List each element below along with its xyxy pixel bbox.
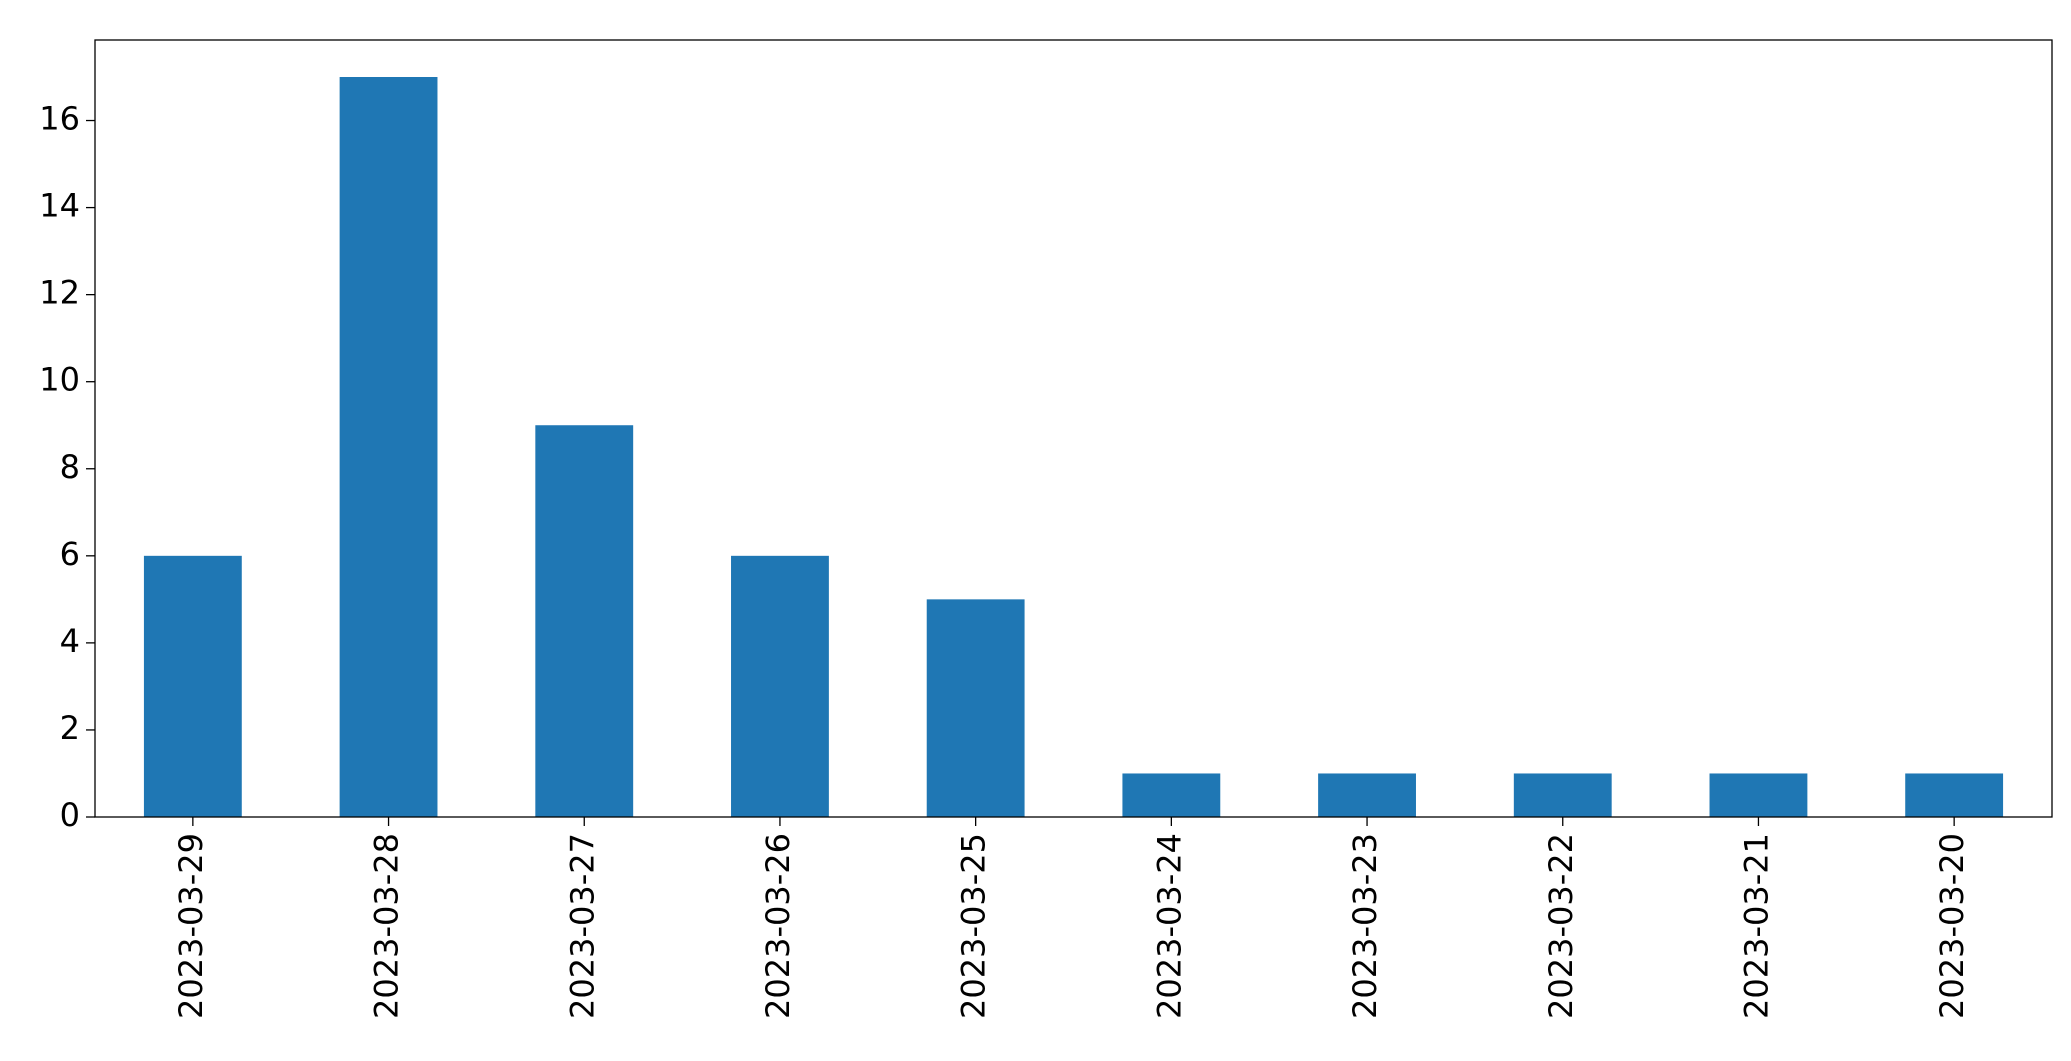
y-tick-label: 14 <box>39 187 80 225</box>
y-tick-label: 4 <box>60 622 80 660</box>
plot-frame <box>94 39 2053 818</box>
bar <box>1513 773 1612 817</box>
bar <box>143 555 242 817</box>
y-tick-label: 2 <box>60 709 80 747</box>
x-tick-label: 2023-03-24 <box>1150 833 1188 1019</box>
x-tick-label: 2023-03-20 <box>1933 833 1971 1019</box>
bar <box>1318 773 1416 817</box>
y-tick-label: 0 <box>60 796 80 834</box>
x-tick-label: 2023-03-28 <box>368 833 406 1019</box>
y-tick-label: 8 <box>60 448 80 486</box>
y-tick-label: 12 <box>39 274 80 312</box>
y-tick-label: 6 <box>60 535 80 573</box>
y-tick-label: 10 <box>39 361 80 399</box>
x-tick-label: 2023-03-27 <box>563 833 601 1019</box>
x-tick-label: 2023-03-26 <box>759 833 797 1019</box>
bar <box>731 555 829 817</box>
x-tick-label: 2023-03-25 <box>955 833 993 1019</box>
x-tick-label: 2023-03-22 <box>1542 833 1580 1019</box>
x-tick-label: 2023-03-21 <box>1737 833 1775 1019</box>
x-tick-label: 2023-03-29 <box>172 833 210 1019</box>
bar <box>926 599 1025 817</box>
bar <box>535 425 634 817</box>
y-tick-label: 16 <box>39 100 80 138</box>
bar <box>339 77 438 817</box>
bar <box>1905 773 2004 817</box>
bar <box>1709 773 1808 817</box>
x-tick-label: 2023-03-23 <box>1346 833 1384 1019</box>
bar <box>1122 773 1221 817</box>
